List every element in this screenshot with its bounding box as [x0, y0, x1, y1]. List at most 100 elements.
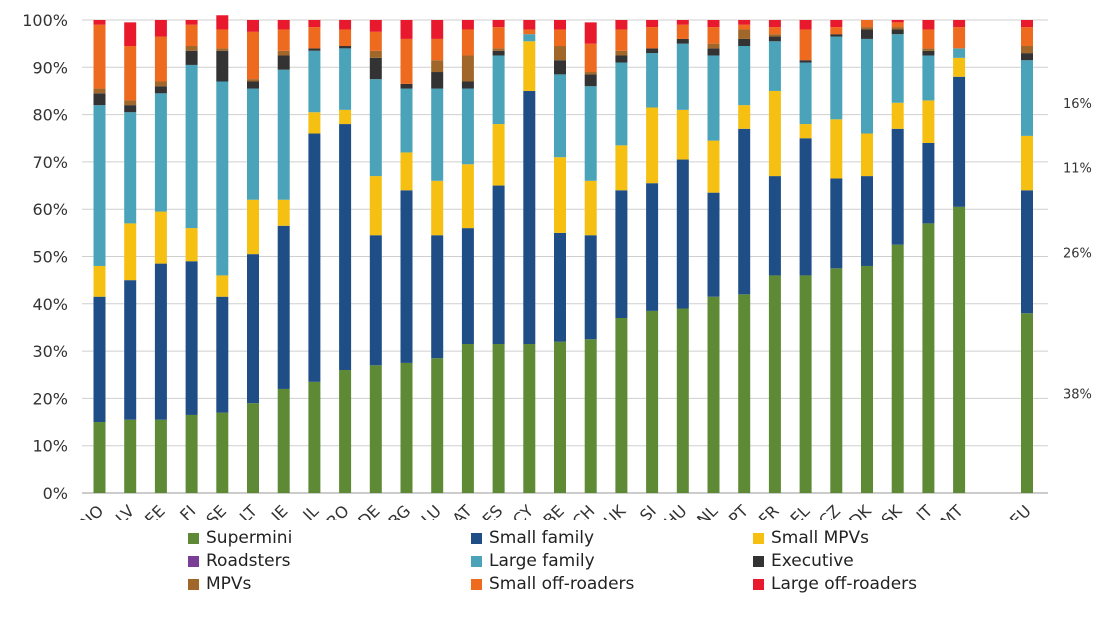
side-percentage-label: 26%: [1063, 247, 1092, 262]
bar-segment: [707, 55, 720, 141]
bar-segment: [646, 53, 659, 108]
bar-segment: [523, 90, 536, 345]
bar-segment: [676, 308, 689, 493]
bar-segment: [738, 128, 751, 295]
bar-segment: [646, 20, 659, 28]
bar-segment: [308, 48, 321, 51]
bar-segment: [584, 235, 597, 340]
bar-segment: [584, 72, 597, 75]
bar-segment: [922, 48, 935, 51]
bar-segment: [554, 74, 566, 158]
bar-segment: [461, 164, 474, 229]
bar-segment: [953, 76, 966, 207]
bar-segment: [461, 88, 474, 165]
bar-segment: [154, 93, 167, 212]
bar-segment: [369, 50, 382, 58]
bar-segment: [400, 83, 413, 89]
bar-segment: [431, 88, 444, 181]
x-tick-label: EU: [1006, 501, 1035, 520]
bar-segment: [891, 29, 904, 35]
bar-segment: [646, 27, 659, 49]
bar-segment: [247, 254, 259, 404]
x-tick-label: NO: [77, 501, 108, 520]
bar-segment: [799, 29, 812, 61]
bar-segment: [431, 358, 444, 493]
bar-segment: [707, 43, 720, 49]
bar-segment: [400, 38, 413, 84]
y-tick-label: 40%: [32, 295, 68, 314]
bar-segment: [922, 142, 935, 224]
bar-segment: [339, 20, 352, 30]
legend-label: Large family: [489, 551, 595, 571]
bar-segment: [124, 46, 137, 101]
bar-segment: [646, 183, 659, 311]
bar-segment: [922, 50, 935, 56]
bar-segment: [861, 38, 873, 134]
bar-segment: [154, 86, 167, 94]
bar-segment: [1021, 20, 1033, 28]
bar-segment: [646, 310, 659, 493]
x-tick-label: MT: [937, 501, 967, 520]
x-tick-label: EL: [787, 501, 814, 520]
bar-segment: [953, 27, 966, 49]
x-tick-label: RO: [323, 501, 353, 520]
legend-label: Roadsters: [206, 551, 291, 571]
x-tick-label: FI: [176, 501, 199, 520]
x-tick-label: CH: [569, 501, 599, 520]
bar-segment: [768, 36, 781, 42]
bar-segment: [830, 119, 843, 179]
legend-item: MPVs: [188, 573, 251, 595]
bar-segment: [461, 20, 474, 30]
bar-segment: [185, 64, 198, 229]
bar-segment: [584, 339, 597, 493]
bar-segment: [584, 180, 597, 236]
bar-segment: [891, 27, 904, 30]
legend-item: Large off-roaders: [753, 573, 917, 595]
bar-segment: [369, 176, 382, 236]
bar-segment: [339, 370, 352, 493]
bar-segment: [431, 180, 444, 236]
bar-segment: [431, 20, 444, 39]
bar-segment: [308, 27, 321, 49]
bar-segment: [799, 20, 812, 30]
bar-segment: [861, 20, 873, 28]
bar-segment: [492, 20, 505, 28]
bar-segment: [830, 36, 843, 120]
bar-segment: [861, 176, 873, 266]
bar-segment: [707, 140, 720, 193]
bar-segment: [492, 27, 505, 49]
bar-segment: [615, 62, 628, 146]
bar-segment: [185, 414, 198, 493]
stacked-bar-chart: 0% 10% 20% 30% 40% 50% 60% 70% 80% 90% 100% NO LV EE F…: [22, 11, 1092, 520]
bar-segment: [400, 20, 413, 39]
bar-segment: [615, 190, 628, 318]
legend-item: Supermini: [188, 527, 292, 549]
bar-segment: [707, 48, 720, 56]
bar-segment: [154, 36, 167, 82]
y-tick-label: 20%: [32, 389, 68, 408]
bar-segment: [492, 124, 505, 186]
bar-segment: [584, 22, 597, 44]
bar-segment: [216, 48, 229, 51]
bar-segment: [707, 296, 720, 493]
legend-label: Small family: [489, 528, 595, 548]
bar-segment: [124, 100, 137, 106]
bar-segment: [1021, 313, 1033, 493]
bar-segment: [646, 48, 659, 54]
bar-segment: [584, 74, 597, 87]
bar-segment: [93, 20, 106, 25]
bar-segment: [676, 20, 689, 25]
bar-segment: [615, 317, 628, 493]
bar-segment: [861, 29, 873, 39]
legend-label: Supermini: [206, 528, 293, 548]
bar-segment: [247, 79, 259, 82]
bar-segment: [247, 81, 259, 89]
y-tick-label: 90%: [32, 58, 68, 77]
bar-segment: [185, 46, 198, 51]
bar-segment: [431, 38, 444, 61]
bar-segment: [768, 27, 781, 35]
bar-segment: [554, 29, 566, 47]
bar-segment: [339, 46, 352, 49]
bar-segment: [216, 50, 229, 82]
bar-segment: [922, 55, 935, 101]
